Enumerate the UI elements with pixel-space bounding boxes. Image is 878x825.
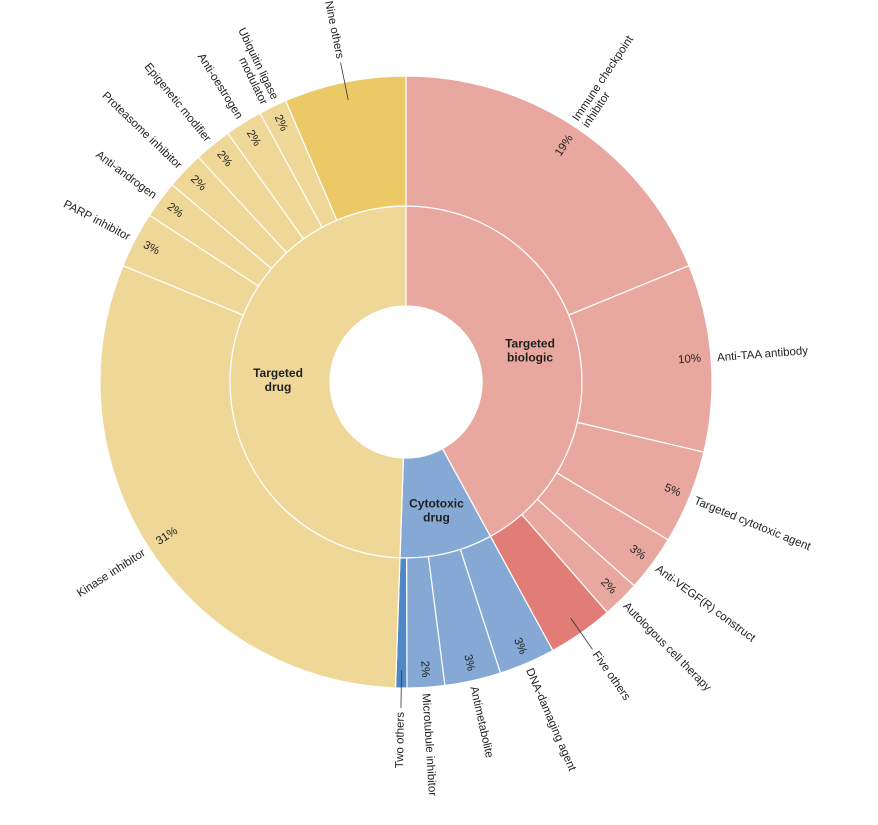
inner-label-targeted-biologic: Targeted biologic — [505, 336, 555, 364]
leader-lines — [340, 62, 593, 708]
chart-slices — [99, 75, 713, 689]
pct-label-microtubule-inhibitor: 2% — [418, 660, 431, 677]
pct-label-antimetabolite: 3% — [461, 653, 476, 672]
outer-slice-immune-checkpoint-inhibitor — [405, 75, 690, 316]
category-label-five-others: Five others — [590, 649, 633, 703]
pct-label-anti-taa-antibody: 10% — [678, 353, 702, 367]
inner-label-targeted-drug: Targeted drug — [253, 366, 303, 394]
category-label-anti-taa-antibody: Anti-TAA antibody — [717, 345, 809, 364]
leader-line-five-others — [570, 617, 593, 650]
outer-label-five-others: Five others — [590, 649, 633, 703]
category-label-anti-androgen: Anti-androgen — [93, 149, 158, 202]
pct-label-targeted-cytotoxic-agent: 5% — [662, 482, 682, 499]
category-label-two-others: Two others — [394, 712, 407, 769]
category-label-dna-damaging-agent: DNA-damaging agent — [523, 667, 578, 774]
category-label-immune-checkpoint-inhibitor: Immune checkpointinhibitor — [571, 33, 647, 130]
category-label-kinase-inhibitor: Kinase inhibitor — [75, 547, 148, 600]
inner-label-cytotoxic-drug: Cytotoxic drug — [409, 496, 464, 524]
category-label-antimetabolite: Antimetabolite — [467, 685, 495, 759]
category-label-anti-vegf-r-construct: Anti-VEGF(R) construct — [653, 563, 758, 645]
outer-label-immune-checkpoint-inhibitor: 19%Immune checkpointinhibitor — [553, 33, 647, 158]
category-label-nine-others: Nine others — [322, 0, 346, 60]
leader-line-two-others — [400, 669, 402, 708]
category-label-parp-inhibitor: PARP inhibitor — [61, 198, 132, 243]
outer-slice-nine-others — [284, 75, 407, 221]
outer-label-proteasome-inhibitor: 2%Proteasome inhibitor — [99, 90, 208, 193]
outer-label-two-others: Two others — [394, 712, 407, 769]
category-label-targeted-cytotoxic-agent: Targeted cytotoxic agent — [692, 495, 813, 553]
leader-line-nine-others — [340, 62, 349, 100]
outer-slice-kinase-inhibitor — [99, 264, 401, 689]
category-label-microtubule-inhibitor: Microtubule inhibitor — [419, 693, 438, 797]
category-label-autologous-cell-therapy: Autologous cell therapy — [620, 600, 713, 694]
outer-label-nine-others: Nine others — [322, 0, 346, 60]
